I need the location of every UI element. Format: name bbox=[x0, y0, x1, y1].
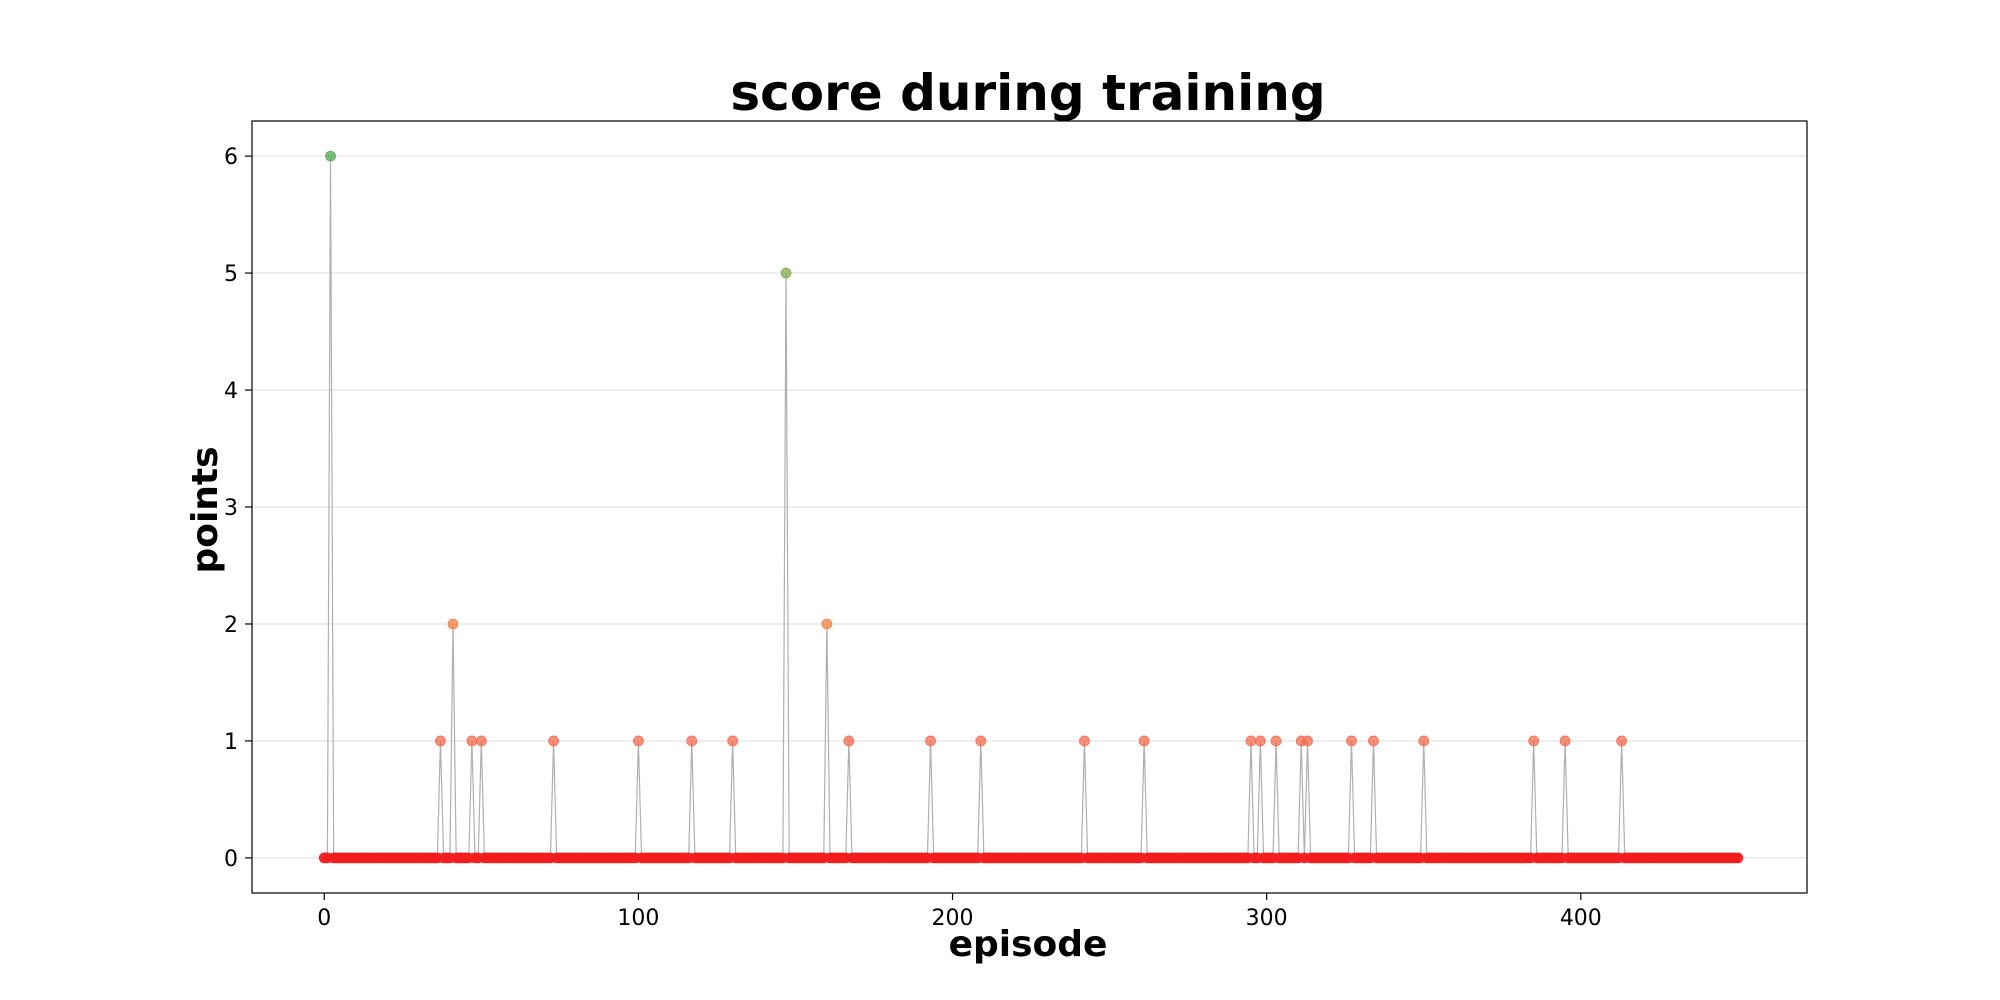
data-point-score bbox=[1245, 735, 1257, 747]
data-point-score bbox=[1138, 735, 1150, 747]
y-tick-label: 0 bbox=[224, 847, 238, 872]
data-point-score bbox=[686, 735, 698, 747]
y-tick-label: 1 bbox=[224, 730, 238, 755]
data-point-score bbox=[975, 735, 987, 747]
data-point-score bbox=[1346, 735, 1357, 747]
data-point-score bbox=[435, 735, 446, 747]
data-point-score bbox=[1559, 735, 1571, 747]
x-tick-label: 100 bbox=[617, 906, 659, 931]
y-tick-label: 3 bbox=[224, 496, 238, 521]
y-tick-label: 5 bbox=[224, 262, 238, 287]
y-tick-label: 2 bbox=[224, 613, 238, 638]
y-axis: 0 1 2 3 4 5 6 bbox=[224, 145, 252, 872]
x-tick-label: 300 bbox=[1246, 906, 1288, 931]
data-point-score bbox=[632, 735, 644, 747]
grid-layer bbox=[252, 155, 1807, 859]
data-points-layer bbox=[318, 150, 1744, 864]
data-point-score bbox=[1254, 735, 1266, 747]
data-point-score bbox=[1079, 735, 1090, 747]
data-point-score bbox=[1270, 735, 1282, 747]
x-tick-label: 200 bbox=[932, 906, 974, 931]
data-point-score bbox=[1302, 735, 1313, 747]
y-tick-label: 4 bbox=[224, 379, 238, 404]
data-point-score bbox=[843, 735, 855, 747]
data-point-score bbox=[447, 618, 459, 630]
data-point-score bbox=[475, 735, 487, 747]
data-point-score bbox=[727, 735, 739, 747]
data-point-score bbox=[548, 735, 559, 747]
data-point-score bbox=[1368, 735, 1379, 747]
data-point-score bbox=[466, 735, 478, 747]
x-axis: 0 100 200 300 400 bbox=[317, 893, 1602, 931]
data-point-score bbox=[1418, 735, 1430, 747]
data-point-score bbox=[780, 267, 792, 279]
data-point-score bbox=[821, 618, 833, 630]
x-tick-label: 400 bbox=[1560, 906, 1602, 931]
x-tick-label: 0 bbox=[317, 906, 331, 931]
y-axis-title: points bbox=[185, 446, 226, 573]
data-point-score bbox=[925, 735, 936, 747]
data-point-zero bbox=[1732, 852, 1744, 864]
data-point-score bbox=[325, 150, 336, 162]
x-axis-title: episode bbox=[949, 924, 1108, 965]
data-point-score bbox=[1616, 735, 1628, 747]
chart-title: score during training bbox=[730, 64, 1325, 122]
data-point-score bbox=[1528, 735, 1540, 747]
y-tick-label: 6 bbox=[224, 145, 238, 170]
